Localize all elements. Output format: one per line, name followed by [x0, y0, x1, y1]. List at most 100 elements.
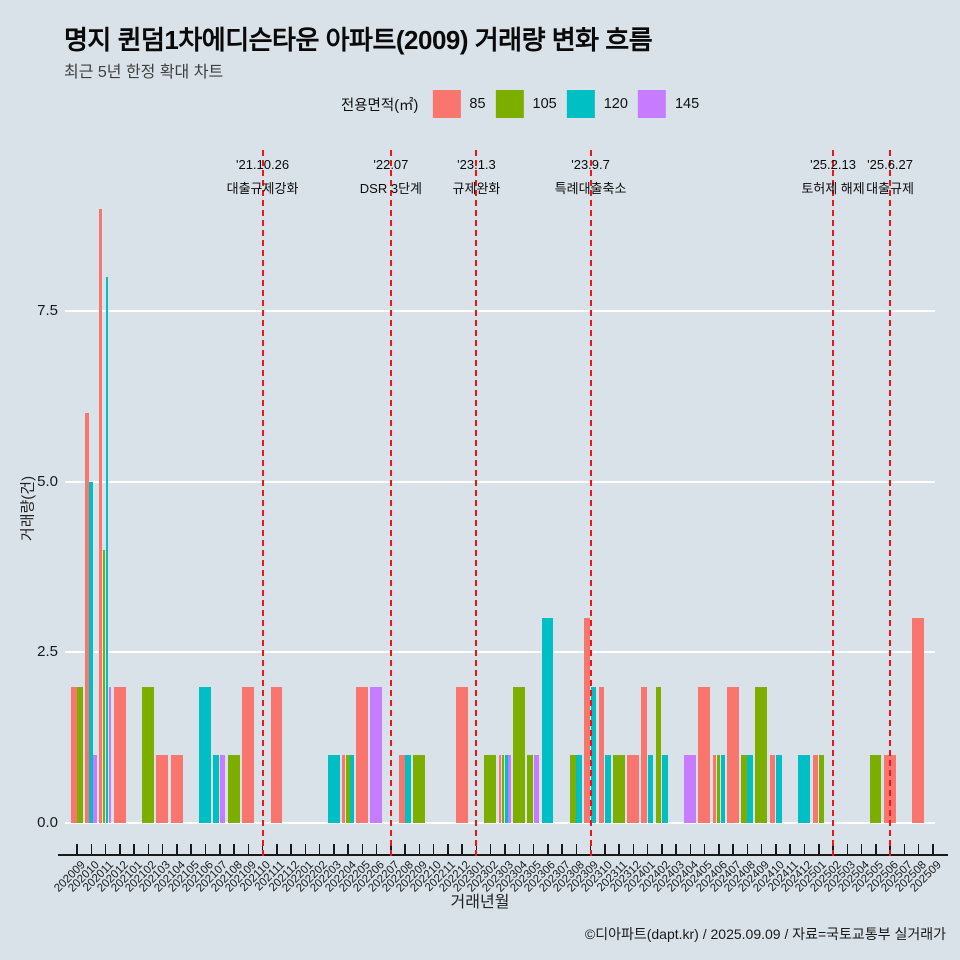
- bar-202303-85: [498, 754, 502, 823]
- x-tick-202305: [532, 844, 535, 854]
- x-tick-202504: [860, 844, 863, 854]
- bar-202409-105: [755, 686, 768, 823]
- legend-item-145[interactable]: 145: [637, 90, 699, 118]
- bar-202410-85: [769, 754, 776, 823]
- gridline-y-7.5: [65, 309, 935, 312]
- bar-202311-105: [612, 754, 625, 823]
- x-tick-202211: [447, 844, 449, 854]
- bar-202501-85: [812, 754, 819, 823]
- x-tick-202302: [489, 844, 492, 854]
- bar-202104-85: [170, 754, 183, 823]
- bar-202303-120: [505, 754, 508, 823]
- x-tick-202103: [161, 844, 164, 854]
- bar-202011-85: [99, 208, 102, 823]
- bar-202505-105: [869, 754, 882, 823]
- x-tick-202408: [746, 844, 749, 854]
- bar-202406-105: [716, 754, 721, 823]
- x-tick-202009: [76, 844, 78, 854]
- bar-202305-105: [527, 754, 533, 823]
- bar-202107-145: [219, 754, 226, 823]
- y-tick-label: 0.0: [37, 814, 58, 831]
- x-tick-202112: [290, 844, 292, 854]
- bar-202408-105: [741, 754, 747, 823]
- x-tick-202407: [732, 844, 734, 854]
- bar-202402-120: [661, 754, 668, 823]
- bar-202011-105: [102, 549, 106, 823]
- x-tick-202011: [104, 844, 107, 854]
- bar-202209-105: [413, 754, 426, 823]
- x-tick-202310: [604, 844, 606, 854]
- x-tick-202503: [846, 844, 849, 854]
- bar-202109-85: [242, 686, 254, 823]
- bar-202306-120: [541, 618, 554, 823]
- x-tick-202210: [432, 844, 435, 854]
- x-tick-202206: [375, 844, 378, 854]
- bar-202208-120: [405, 754, 411, 823]
- x-tick-202410: [775, 844, 777, 854]
- bar-202011-120: [105, 276, 109, 823]
- gridline-y-5.0: [65, 480, 935, 483]
- x-tick-202409: [760, 844, 763, 854]
- bar-202404-145: [684, 754, 697, 823]
- bar-202103-85: [156, 754, 169, 823]
- bar-202312-85: [627, 754, 640, 823]
- x-tick-202208: [404, 844, 406, 854]
- legend-item-120[interactable]: 120: [566, 90, 628, 118]
- legend-item-label: 105: [532, 96, 557, 112]
- x-tick-202204: [347, 844, 349, 854]
- bar-202102-105: [142, 686, 155, 823]
- chart-subtitle: 최근 5년 한정 확대 차트: [64, 64, 224, 81]
- bar-202412-120: [798, 754, 811, 823]
- x-tick-202307: [561, 844, 563, 854]
- x-tick-202102: [147, 844, 150, 854]
- bar-202009-105: [77, 686, 83, 823]
- event-line-202309: [589, 150, 592, 856]
- bar-202508-85: [912, 618, 925, 823]
- bar-202208-85: [398, 754, 405, 823]
- y-tick-label: 5.0: [37, 472, 58, 490]
- bar-202308-105: [570, 754, 576, 823]
- bar-202310-120: [604, 754, 611, 823]
- x-tick-202304: [518, 844, 520, 854]
- bar-202401-85: [641, 686, 648, 823]
- bar-202010-85: [85, 413, 89, 823]
- x-tick-202401: [646, 844, 649, 854]
- bar-202304-105: [512, 686, 525, 823]
- bar-202308-120: [576, 754, 582, 823]
- bar-202111-85: [270, 686, 283, 823]
- bar-202501-105: [818, 754, 825, 823]
- x-tick-202501: [818, 844, 820, 854]
- legend-title: 전용면적(㎡): [340, 97, 419, 114]
- legend-item-label: 120: [603, 96, 628, 112]
- gridline-y-2.5: [65, 651, 935, 654]
- bar-202405-85: [698, 686, 711, 823]
- bar-202012-85: [113, 686, 126, 823]
- legend-item-105[interactable]: 105: [495, 90, 557, 118]
- footer-credit: ©디아파트(dapt.kr) / 2025.09.09 / 자료=국토교통부 실…: [584, 926, 946, 942]
- x-tick-202104: [176, 844, 178, 854]
- x-tick-202404: [689, 844, 692, 854]
- x-tick-202012: [119, 844, 121, 854]
- x-tick-202507: [903, 844, 906, 854]
- x-tick-202411: [789, 844, 791, 854]
- legend-item-85[interactable]: 85: [432, 90, 486, 118]
- bar-202303-105: [501, 754, 505, 823]
- x-tick-202205: [361, 844, 364, 854]
- x-tick-202212: [461, 844, 463, 854]
- x-tick-202105: [190, 844, 192, 854]
- bar-202310-85: [598, 686, 605, 823]
- bar-202011-145: [108, 686, 112, 823]
- bar-202309-85: [584, 618, 590, 823]
- bar-202205-85: [356, 686, 369, 823]
- x-tick-202107: [219, 844, 221, 854]
- legend-item-label: 85: [469, 96, 486, 112]
- bar-202204-85: [341, 754, 346, 823]
- x-tick-202106: [204, 844, 207, 854]
- event-line-202506: [889, 150, 892, 856]
- x-tick-202403: [675, 844, 677, 854]
- x-tick-202201: [304, 844, 307, 854]
- page-title: 명지 퀸덤1차에디슨타운 아파트(2009) 거래량 변화 흐름: [64, 25, 653, 55]
- x-tick-202406: [718, 844, 720, 854]
- x-tick-202308: [575, 844, 578, 854]
- legend-swatch-120: [566, 90, 595, 118]
